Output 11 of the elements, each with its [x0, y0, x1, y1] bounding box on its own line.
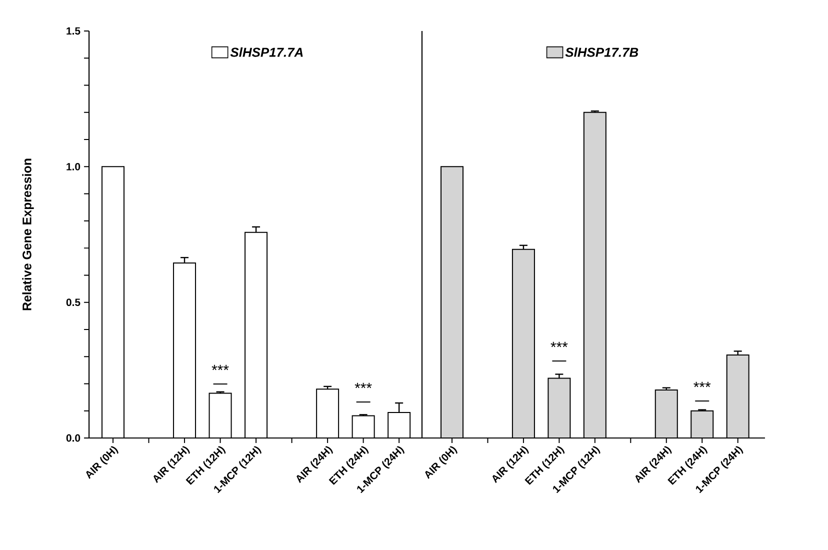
- annotation: ***: [694, 382, 711, 388]
- y-tick-label: 1.0: [66, 162, 80, 170]
- legend-label: SlHSP17.7A: [230, 47, 303, 57]
- y-tick-label: 0.5: [66, 298, 80, 306]
- y-axis-title: Relative Gene Expression: [22, 158, 34, 310]
- y-tick-label: 0.0: [66, 434, 80, 442]
- y-tick-label: 1.5: [66, 27, 80, 35]
- annotation: ***: [212, 364, 229, 370]
- annotation: ***: [550, 342, 568, 348]
- legend-label: SlHSP17.7B: [565, 47, 638, 57]
- annotation: ***: [354, 382, 372, 388]
